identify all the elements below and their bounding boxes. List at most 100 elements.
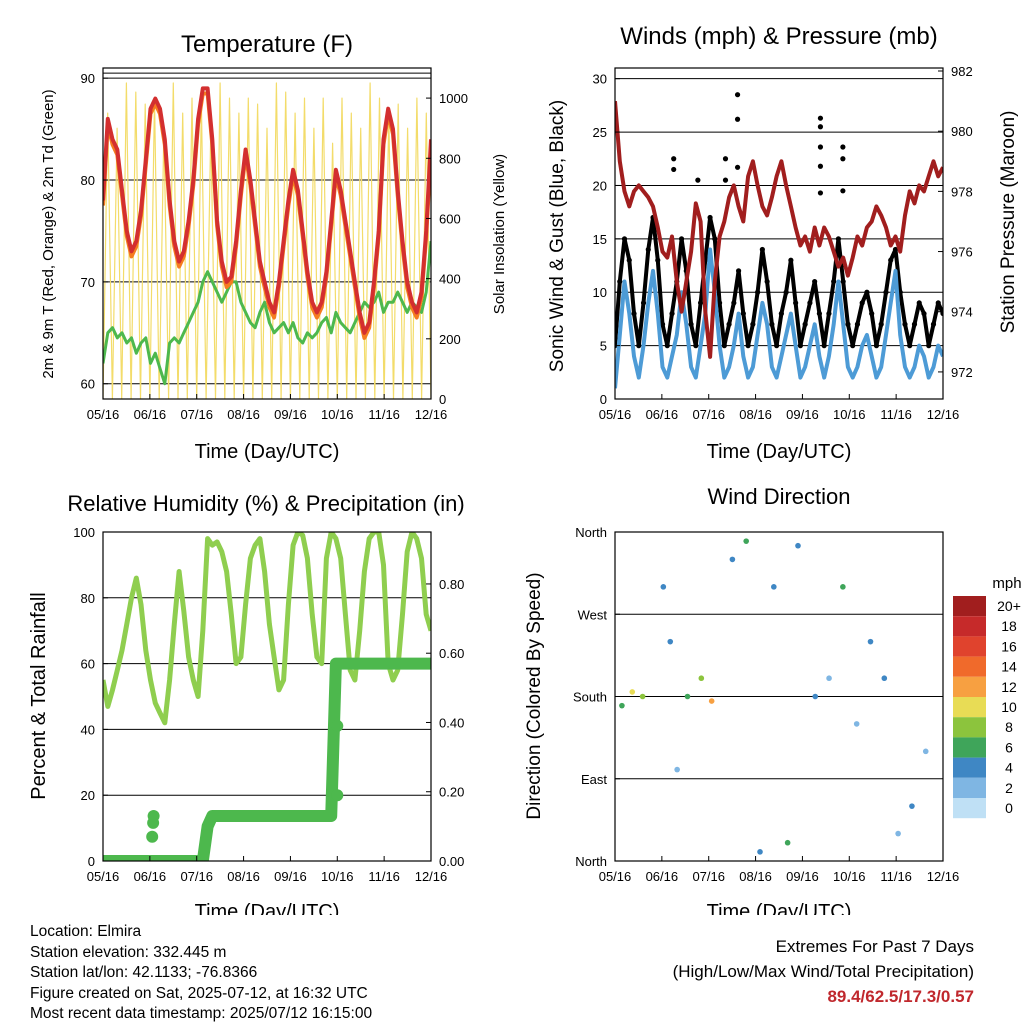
humidity-title: Relative Humidity (%) & Precipitation (i… <box>67 491 464 516</box>
x-tick-label: 12/16 <box>927 869 960 884</box>
gust-point <box>816 310 823 317</box>
x-tick-label: 08/16 <box>227 869 260 884</box>
x-tick-label: 07/16 <box>180 407 213 422</box>
direction-point <box>708 698 715 704</box>
colorbar-swatch <box>953 697 986 718</box>
y-tick-label: 982 <box>951 64 973 79</box>
direction-point <box>922 748 929 755</box>
y-tick-label: 0.20 <box>439 785 464 800</box>
station-info: Location: Elmira Station elevation: 332.… <box>30 922 372 1025</box>
temperature-frame <box>102 67 432 400</box>
gust-point <box>764 278 770 285</box>
gust-point <box>745 343 751 349</box>
gust-point <box>678 236 685 242</box>
gust-point <box>935 300 941 306</box>
direction-xlabel: Time (Day/UTC) <box>707 901 852 915</box>
gust-outlier <box>671 166 677 173</box>
winds-ylabel: Sonic Wind & Gust (Blue, Black) <box>547 100 568 372</box>
x-tick-label: 11/16 <box>880 869 912 884</box>
x-tick-label: 09/16 <box>274 407 307 422</box>
x-tick-label: 07/16 <box>692 869 725 884</box>
temperature-panel: Temperature (F) 60 70 80 90 0 200 400 600 800 10… <box>40 31 508 463</box>
direction-point <box>757 849 763 855</box>
gust-point <box>735 268 742 274</box>
x-tick-label: 11/16 <box>880 407 912 422</box>
y-tick-label: 600 <box>439 211 461 226</box>
direction-gridlines <box>615 613 943 780</box>
gust-point <box>907 343 913 349</box>
gust-point <box>712 236 718 242</box>
y-tick-label: 980 <box>951 124 973 139</box>
gust-outlier <box>817 115 824 121</box>
x-tick-label: 06/16 <box>646 407 679 422</box>
speed-colorbar: mph 20+ 18 16 14 12 10 8 6 4 2 0 <box>953 575 1022 819</box>
colorbar-label: 12 <box>1001 679 1017 695</box>
colorbar-swatch <box>953 676 986 697</box>
direction-point <box>698 675 705 682</box>
temp2m-line <box>103 86 431 335</box>
gust-point <box>850 343 856 349</box>
x-tick-label: 10/16 <box>833 869 866 884</box>
y-tick-label: 15 <box>593 232 607 247</box>
y-tick-label: 10 <box>593 285 607 300</box>
gust-point <box>664 343 670 349</box>
colorbar-label: 14 <box>1001 659 1017 675</box>
x-tick-label: 08/16 <box>227 407 260 422</box>
gust-outlier <box>817 144 824 150</box>
gust-point <box>921 310 927 317</box>
extremes-values: 89.4/62.5/17.3/0.57 <box>827 987 974 1006</box>
direction-points <box>619 538 929 855</box>
direction-point <box>639 693 646 700</box>
y-tick-label: 0 <box>600 392 607 407</box>
gust-outlier <box>817 124 824 130</box>
humidity-xlabel: Time (Day/UTC) <box>195 901 340 915</box>
direction-point <box>674 766 680 773</box>
wind-line <box>615 247 943 389</box>
gust-outlier <box>817 190 824 196</box>
gust-point <box>740 310 746 317</box>
precip-marker <box>331 719 344 732</box>
direction-point <box>619 702 625 709</box>
precip-line <box>103 657 431 861</box>
colorbar-swatch <box>953 596 986 617</box>
y-tick-label: 30 <box>593 72 607 87</box>
gust-point <box>835 236 842 242</box>
humidity-frame <box>102 531 432 862</box>
x-tick-label: 10/16 <box>833 407 866 422</box>
gust-point <box>802 321 808 327</box>
insolation-line <box>103 82 431 399</box>
gust-point <box>826 310 832 317</box>
y-tick-label: 974 <box>951 305 973 320</box>
direction-point <box>867 638 874 645</box>
x-tick-label: 09/16 <box>786 407 819 422</box>
colorbar-label: 20+ <box>997 598 1021 614</box>
x-tick-label: 09/16 <box>274 869 307 884</box>
colorbar-swatch <box>953 737 986 758</box>
humidity-y-ticks: 0 20 40 60 80 100 <box>73 525 108 869</box>
direction-point <box>909 803 915 809</box>
gust-point <box>626 257 632 263</box>
winds-y-ticks: 0 5 10 15 20 25 30 <box>593 72 620 407</box>
y-tick-label: 100 <box>73 525 95 540</box>
colorbar-swatch <box>953 798 986 819</box>
colorbar-swatch <box>953 717 986 738</box>
y-tick-label: 40 <box>81 722 95 737</box>
gust-point <box>797 343 803 349</box>
colorbar-title: mph <box>992 575 1021 592</box>
station-elevation: Station elevation: 332.445 m <box>30 943 227 961</box>
gust-point <box>854 321 861 327</box>
colorbar-label: 8 <box>1005 719 1013 735</box>
gust-point <box>940 310 943 317</box>
y-tick-label: 0.80 <box>439 577 464 592</box>
station-latlon: Station lat/lon: 42.1133; -76.8366 <box>30 964 258 981</box>
x-tick-label: 11/16 <box>368 407 400 422</box>
y-tick-label: 60 <box>81 377 95 392</box>
gust-point <box>869 310 875 317</box>
gust-outlier <box>817 163 824 169</box>
gust-point <box>716 300 723 306</box>
gust-point <box>859 300 865 306</box>
gust-point <box>845 321 851 327</box>
humidity-series <box>103 532 431 861</box>
gust-outlier <box>734 116 741 122</box>
